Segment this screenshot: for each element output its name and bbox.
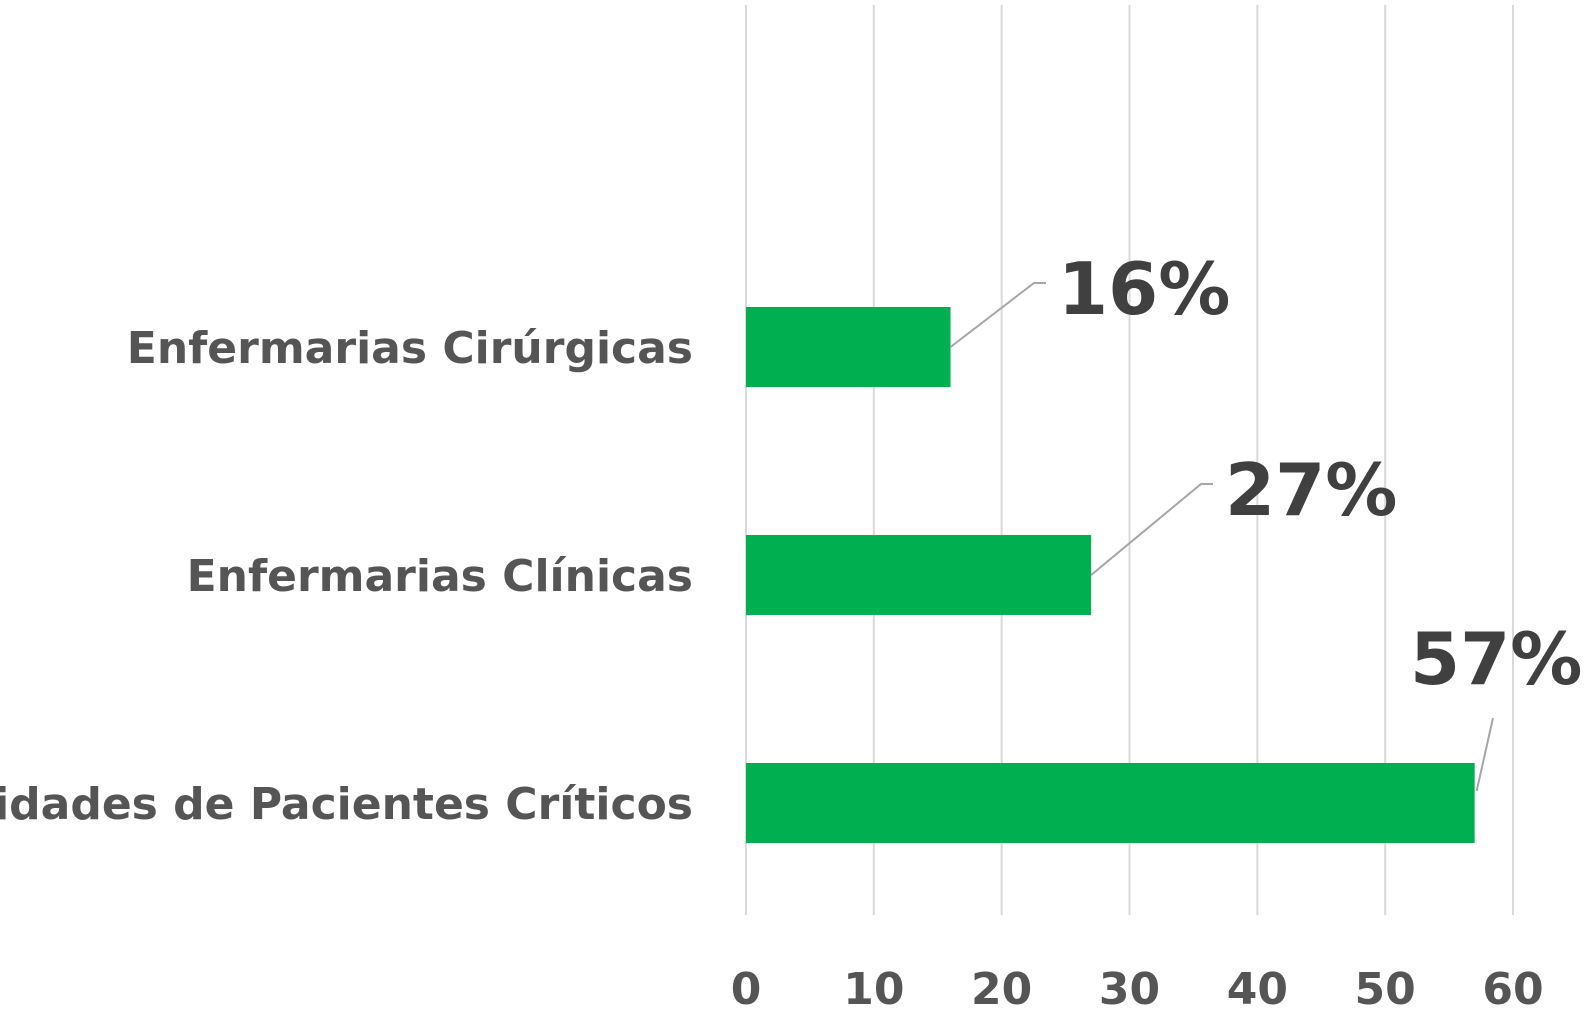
leader-line — [949, 282, 1046, 348]
x-tick-label: 30 — [1099, 964, 1160, 1015]
bars — [746, 307, 1475, 843]
x-tick-label: 20 — [971, 964, 1032, 1015]
leader-line — [1090, 483, 1213, 576]
data-label: 27% — [1225, 448, 1397, 532]
x-tick-label: 0 — [731, 964, 762, 1015]
bar — [746, 763, 1475, 843]
x-tick-label: 10 — [843, 964, 904, 1015]
x-tick-label: 40 — [1227, 964, 1288, 1015]
category-label: Enfermarias Cirúrgicas — [127, 323, 693, 374]
x-tick-label: 50 — [1355, 964, 1416, 1015]
category-label: Unidades de Pacientes Críticos — [0, 779, 693, 830]
x-tick-label: 60 — [1482, 964, 1543, 1015]
gridlines — [745, 5, 1514, 915]
leader-lines — [949, 282, 1494, 792]
data-labels: 16% 27% 57% — [1058, 247, 1582, 701]
data-label: 16% — [1058, 247, 1230, 331]
bar — [746, 535, 1092, 615]
leader-line — [1475, 717, 1494, 792]
data-label: 57% — [1410, 617, 1582, 701]
category-labels: Enfermarias Cirúrgicas Enfermarias Clínic… — [0, 323, 693, 830]
category-label: Enfermarias Clínicas — [187, 551, 693, 602]
bar — [746, 307, 951, 387]
x-axis-tick-labels: 0 10 20 30 40 50 60 — [731, 964, 1544, 1015]
